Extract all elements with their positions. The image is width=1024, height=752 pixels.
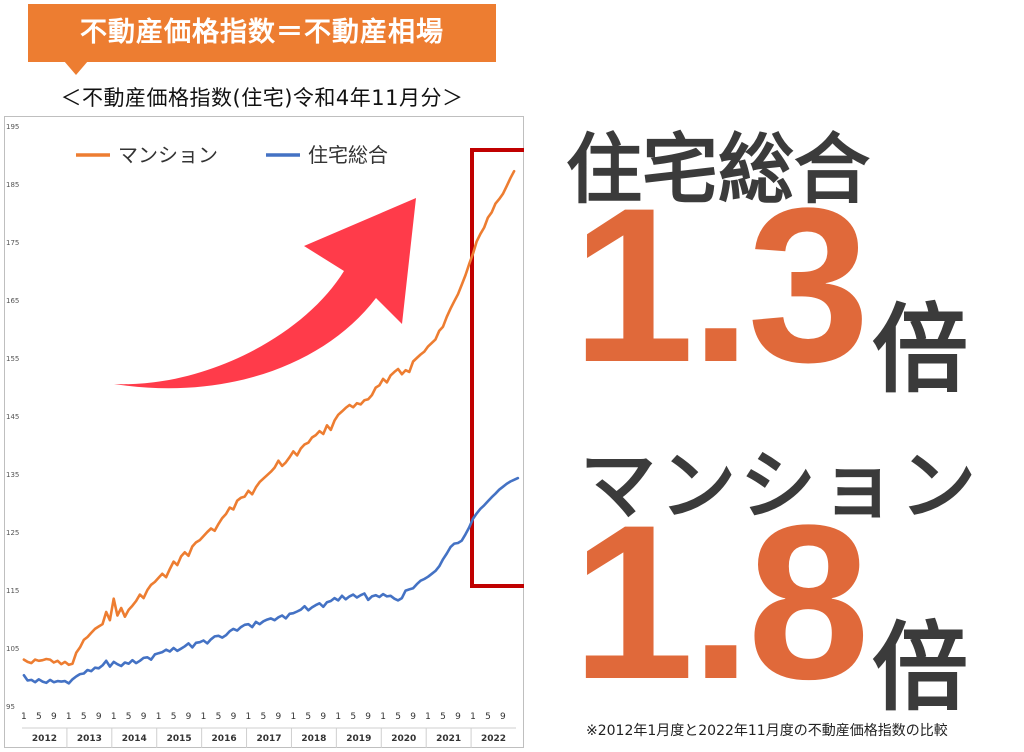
- x-month-tick: 5: [81, 712, 87, 722]
- x-month-tick: 5: [261, 712, 267, 722]
- x-month-tick: 9: [186, 712, 192, 722]
- highlight-box: [470, 148, 524, 588]
- y-tick-label: 195: [6, 123, 19, 131]
- x-month-tick: 5: [440, 712, 446, 722]
- x-month-tick: 5: [350, 712, 356, 722]
- headline-banner: 不動産価格指数＝不動産相場: [28, 4, 496, 62]
- x-year-label: 2018: [301, 734, 326, 744]
- x-month-tick: 9: [51, 712, 57, 722]
- condo-label: マンション: [580, 441, 980, 530]
- x-month-tick: 1: [201, 712, 207, 722]
- y-tick-label: 135: [6, 471, 19, 479]
- legend-condo-label: マンション: [118, 143, 218, 167]
- x-year-label: 2022: [481, 734, 506, 744]
- housing-unit: 倍: [872, 294, 968, 406]
- x-month-tick: 9: [96, 712, 102, 722]
- x-month-tick: 1: [156, 712, 162, 722]
- x-month-tick: 1: [246, 712, 252, 722]
- series-line-condo: [22, 169, 516, 667]
- y-tick-label: 175: [6, 239, 19, 247]
- series-line-housing: [22, 476, 520, 685]
- x-year-label: 2015: [167, 734, 192, 744]
- x-month-tick: 5: [171, 712, 177, 722]
- housing-label: 住宅総合: [566, 125, 870, 214]
- x-month-tick: 9: [410, 712, 416, 722]
- chart-frame: 95 105 115 125 135 145 155 165 175 185 195 1 5 9 2012 1…: [4, 116, 524, 748]
- y-tick-label: 185: [6, 181, 19, 189]
- x-month-tick: 1: [21, 712, 27, 722]
- x-month-tick: 9: [455, 712, 461, 722]
- trend-arrow: [114, 198, 416, 389]
- x-month-tick: 1: [335, 712, 341, 722]
- x-month-tick: 5: [36, 712, 42, 722]
- x-month-tick: 5: [126, 712, 132, 722]
- y-tick-label: 115: [6, 587, 19, 595]
- x-month-tick: 5: [305, 712, 311, 722]
- housing-multiplier: 1.3: [572, 162, 870, 408]
- banner-pointer: [64, 61, 88, 75]
- x-month-tick: 5: [395, 712, 401, 722]
- y-tick-label: 105: [6, 645, 19, 653]
- x-month-tick: 1: [425, 712, 431, 722]
- x-month-tick: 9: [320, 712, 326, 722]
- x-month-tick: 5: [216, 712, 222, 722]
- x-year-label: 2014: [122, 734, 147, 744]
- x-year-label: 2020: [391, 734, 416, 744]
- x-month-tick: 1: [380, 712, 386, 722]
- x-month-tick: 1: [111, 712, 117, 722]
- x-month-tick: 9: [500, 712, 506, 722]
- y-tick-label: 155: [6, 355, 19, 363]
- x-month-tick: 1: [290, 712, 296, 722]
- x-month-tick: 9: [231, 712, 237, 722]
- headline-title: 不動産価格指数＝不動産相場: [80, 17, 444, 48]
- x-year-label: 2021: [436, 734, 461, 744]
- chart-subtitle: ＜不動産価格指数(住宅)令和4年11月分＞: [60, 86, 464, 110]
- x-year-label: 2016: [212, 734, 237, 744]
- condo-multiplier: 1.8: [572, 479, 870, 725]
- y-tick-label: 125: [6, 529, 19, 537]
- footnote: ※2012年1月度と2022年11月度の不動産価格指数の比較: [586, 723, 948, 739]
- y-tick-label: 165: [6, 297, 19, 305]
- x-month-tick: 9: [141, 712, 147, 722]
- x-month-tick: 9: [275, 712, 281, 722]
- x-month-tick: 9: [365, 712, 371, 722]
- x-year-label: 2012: [32, 734, 57, 744]
- y-tick-label: 95: [6, 703, 15, 711]
- legend-housing-label: 住宅総合: [308, 143, 388, 167]
- chart-border: [4, 116, 524, 748]
- x-year-label: 2013: [77, 734, 102, 744]
- x-month-tick: 5: [485, 712, 491, 722]
- x-year-label: 2019: [346, 734, 371, 744]
- y-tick-label: 145: [6, 413, 19, 421]
- x-year-label: 2017: [256, 734, 281, 744]
- condo-unit: 倍: [872, 612, 968, 724]
- x-month-tick: 1: [66, 712, 72, 722]
- x-month-tick: 1: [470, 712, 476, 722]
